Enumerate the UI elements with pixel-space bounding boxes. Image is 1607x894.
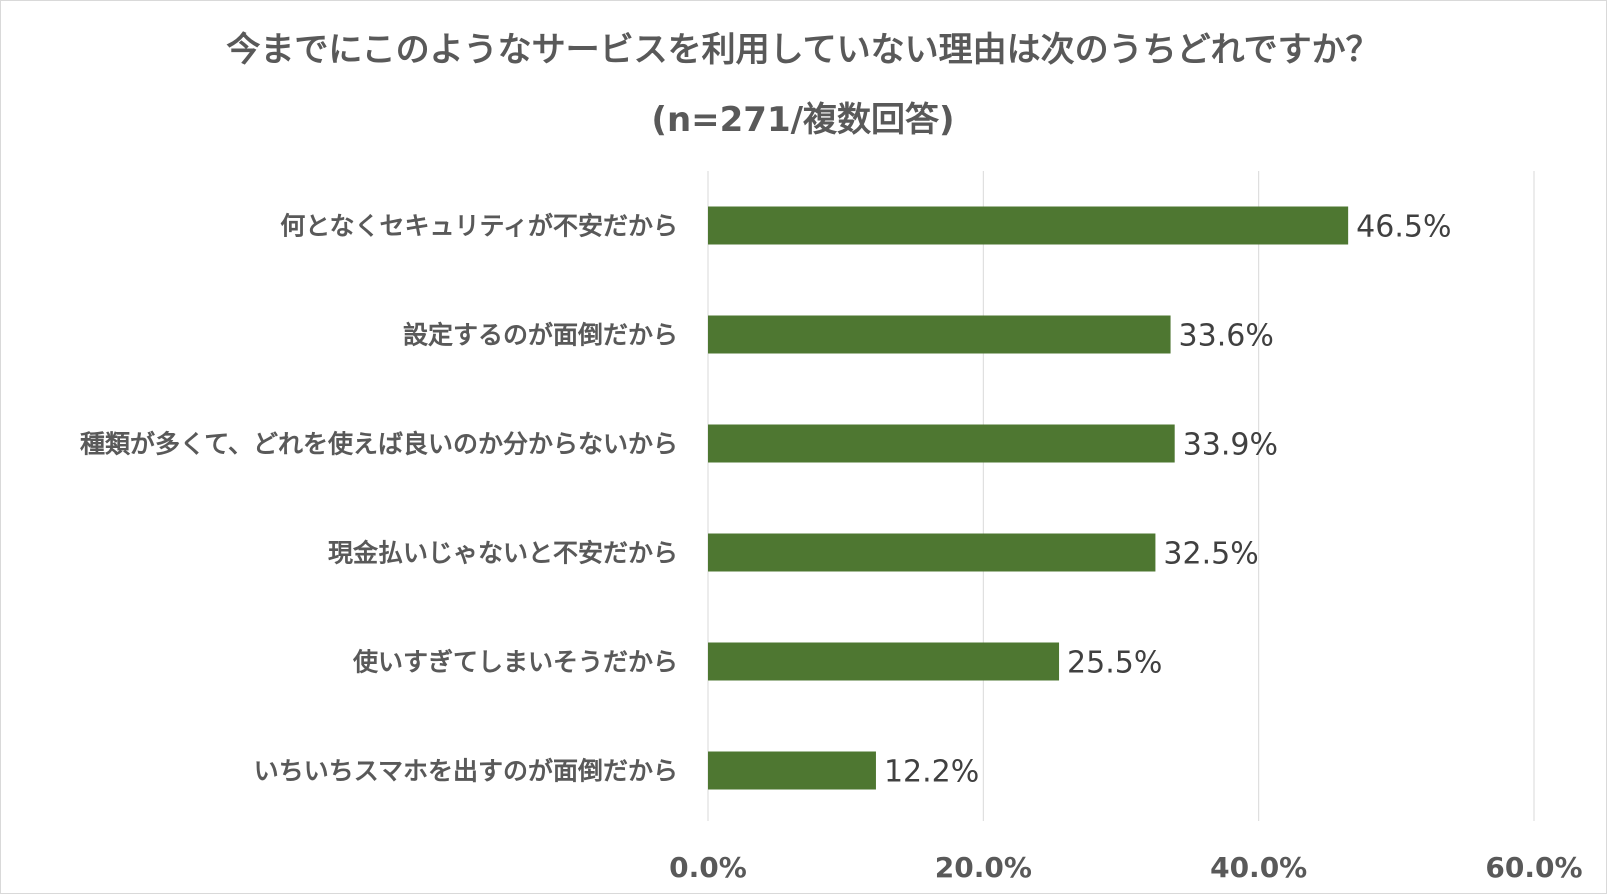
category-label-0: 何となくセキュリティが不安だから [280, 212, 678, 241]
category-labels: 何となくセキュリティが不安だから設定するのが面倒だから種類が多くて、どれを使えば… [80, 212, 678, 786]
data-label-2: 33.9% [1183, 428, 1278, 463]
chart-title: 今までにこのようなサービスを利用していない理由は次のうちどれですか？ [226, 30, 1379, 70]
x-tick-label-2: 40.0% [1210, 851, 1307, 884]
chart-subtitle: (n=271/複数回答) [651, 100, 954, 140]
bars [708, 206, 1349, 790]
data-label-0: 46.5% [1356, 210, 1451, 245]
bar-1 [708, 315, 1171, 354]
data-label-1: 33.6% [1179, 319, 1274, 354]
bar-0 [708, 206, 1349, 245]
x-tick-label-1: 20.0% [935, 851, 1032, 884]
data-label-4: 25.5% [1067, 646, 1162, 681]
data-label-3: 32.5% [1163, 537, 1258, 572]
category-label-1: 設定するのが面倒だから [403, 321, 678, 350]
data-label-5: 12.2% [884, 755, 979, 790]
gridlines [707, 171, 1535, 821]
x-tick-label-0: 0.0% [669, 851, 747, 884]
bar-4 [708, 642, 1060, 681]
bar-2 [708, 424, 1175, 463]
category-label-4: 使いすぎてしまいそうだから [352, 648, 678, 677]
x-tick-label-3: 60.0% [1485, 851, 1582, 884]
bar-3 [708, 533, 1156, 572]
category-label-5: いちいちスマホを出すのが面倒だから [254, 757, 678, 786]
category-label-2: 種類が多くて、どれを使えば良いのか分からないから [80, 430, 678, 459]
category-label-3: 現金払いじゃないと不安だから [328, 539, 678, 568]
data-labels: 46.5% 33.6% 33.9% 32.5% 25.5% 12.2% [884, 210, 1452, 790]
x-axis-ticks: 0.0% 20.0% 40.0% 60.0% [669, 851, 1582, 884]
bar-5 [708, 751, 876, 790]
